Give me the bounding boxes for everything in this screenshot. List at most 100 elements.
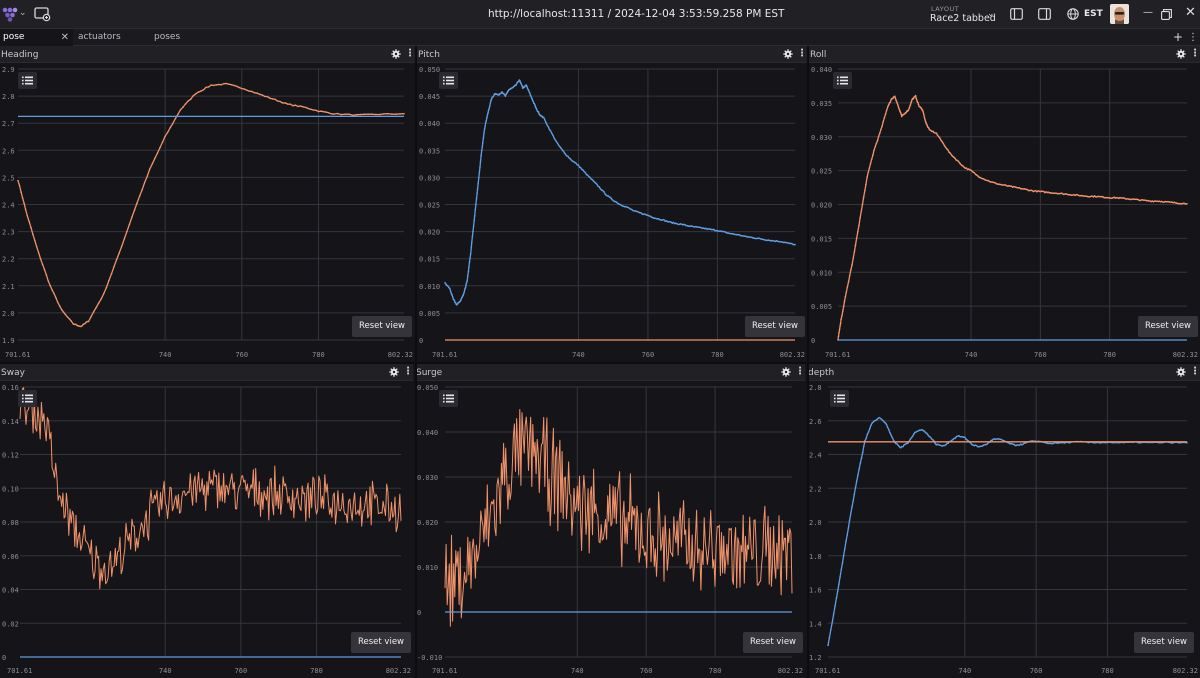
y-tick-label: 2.1: [2, 283, 15, 291]
reset-view-button[interactable]: Reset view: [351, 632, 411, 653]
globe-icon[interactable]: [1067, 8, 1079, 20]
data-point: [187, 100, 189, 102]
data-point: [996, 183, 999, 185]
open-data-source-icon[interactable]: [34, 6, 51, 22]
data-point: [110, 273, 113, 275]
settings-gear-icon[interactable]: [781, 367, 791, 377]
data-point: [1051, 192, 1053, 194]
data-point: [721, 230, 723, 233]
data-point: [200, 90, 202, 92]
data-point: [962, 165, 964, 167]
data-point: [166, 131, 169, 134]
tab-pose[interactable]: pose ✕: [0, 29, 73, 46]
data-point: [1140, 199, 1142, 202]
data-point: [891, 436, 894, 439]
data-point: [1145, 200, 1148, 202]
legend-list-icon[interactable]: [439, 390, 458, 407]
data-point: [1173, 201, 1176, 204]
data-point: [910, 101, 912, 104]
data-source-title[interactable]: http://localhost:11311 / 2024-12-04 3:53…: [488, 8, 785, 20]
data-point: [547, 125, 550, 128]
tab-options-kebab-icon[interactable]: ⋮: [1188, 32, 1198, 43]
data-point: [937, 443, 940, 446]
reset-view-button[interactable]: Reset view: [352, 316, 412, 337]
reset-view-button[interactable]: Reset view: [1134, 632, 1194, 653]
plot-chart[interactable]: 0 0.02 0.04 0.06 0.08 0.10 0.12 0.14 0.16 701.61 7…: [0, 364, 413, 678]
right-sidebar-toggle-icon[interactable]: [1038, 8, 1051, 20]
data-point: [873, 149, 875, 151]
data-point: [922, 111, 924, 113]
data-point: [205, 86, 207, 89]
data-point: [480, 154, 482, 157]
window-close-icon[interactable]: ✕: [1185, 5, 1196, 20]
plot-chart[interactable]: 0 0.005 0.010 0.015 0.020 0.025 0.030 0.035 0.04…: [809, 46, 1200, 362]
add-tab-icon[interactable]: +: [1173, 30, 1184, 44]
data-point: [858, 224, 860, 227]
x-tick-label: 780: [1103, 351, 1116, 359]
plot-chart[interactable]: 1.2 1.4 1.6 1.8 2.0 2.2 2.4 2.6 2.8 701.61 740 760 7…: [807, 364, 1200, 678]
data-point: [890, 99, 892, 102]
y-tick-label: 0.010: [419, 283, 440, 291]
settings-gear-icon[interactable]: [389, 367, 399, 377]
plot-chart[interactable]: 1.9 2.0 2.1 2.2 2.3 2.4 2.5 2.6 2.7 2.8 2.9 701.61 7…: [0, 46, 415, 362]
panel-divider[interactable]: [0, 362, 1200, 364]
data-point: [859, 217, 861, 219]
panel-menu-kebab-icon[interactable]: ⋮: [1190, 366, 1200, 377]
reset-view-button[interactable]: Reset view: [745, 316, 805, 337]
settings-gear-icon[interactable]: [391, 49, 401, 59]
reset-view-button[interactable]: Reset view: [1138, 316, 1198, 337]
data-point: [77, 325, 80, 327]
data-point: [1011, 443, 1014, 445]
window-restore-icon[interactable]: [1161, 9, 1172, 20]
data-point: [734, 233, 736, 236]
y-tick-label: 2.2: [2, 256, 15, 264]
data-point: [1012, 443, 1015, 446]
data-point: [1063, 193, 1066, 195]
layout-chevron-down-icon[interactable]: ⌄: [987, 9, 995, 19]
close-tab-icon[interactable]: ✕: [60, 32, 69, 43]
x-tick-label: 760: [235, 351, 248, 359]
data-point: [344, 113, 347, 115]
panel-menu-kebab-icon[interactable]: ⋮: [403, 366, 413, 377]
plot-chart[interactable]: 0 0.005 0.010 0.015 0.020 0.025 0.030 0.035 0.04…: [417, 46, 807, 362]
legend-list-icon[interactable]: [18, 390, 37, 407]
data-point: [586, 174, 589, 176]
data-point: [844, 295, 847, 298]
data-point: [879, 132, 881, 134]
data-point: [1022, 443, 1024, 445]
plot-chart[interactable]: -0.010 0 0.010 0.020 0.030 0.040 0.050 701.61 74…: [415, 364, 805, 678]
app-logo-icon[interactable]: [2, 7, 18, 22]
panel-menu-kebab-icon[interactable]: ⋮: [795, 366, 805, 377]
timezone-label[interactable]: EST: [1084, 9, 1103, 19]
tab-actuators[interactable]: actuators: [75, 29, 148, 46]
panel-menu-kebab-icon[interactable]: ⋮: [797, 48, 807, 59]
left-sidebar-toggle-icon[interactable]: [1010, 8, 1023, 20]
data-point: [841, 314, 843, 317]
legend-list-icon[interactable]: [833, 72, 852, 89]
data-point: [979, 445, 982, 448]
data-point: [935, 132, 938, 134]
settings-gear-icon[interactable]: [1176, 49, 1186, 59]
settings-gear-icon[interactable]: [783, 49, 793, 59]
data-point: [566, 155, 568, 157]
legend-list-icon[interactable]: [18, 72, 37, 89]
legend-list-icon[interactable]: [439, 72, 458, 89]
app-menu-chevron-icon[interactable]: ⌄: [19, 8, 27, 18]
panel-menu-kebab-icon[interactable]: ⋮: [405, 48, 415, 59]
reset-view-button[interactable]: Reset view: [743, 632, 803, 653]
y-tick-label: 0.005: [811, 303, 832, 311]
settings-gear-icon[interactable]: [1176, 367, 1186, 377]
y-tick-label: 0.02: [2, 620, 19, 628]
user-avatar[interactable]: [1110, 4, 1129, 24]
panel-menu-kebab-icon[interactable]: ⋮: [1190, 48, 1200, 59]
data-point: [845, 540, 847, 542]
data-point: [225, 82, 228, 85]
data-point: [960, 435, 963, 438]
legend-list-icon[interactable]: [830, 390, 849, 407]
tab-poses[interactable]: poses: [151, 29, 224, 46]
window-minimize-icon[interactable]: —: [1143, 7, 1153, 18]
plot-panel-pitch: Pitch ⋮ 0 0.005 0.010 0.015 0.020 0.025 0.030 0…: [417, 46, 807, 362]
data-point: [854, 244, 857, 246]
data-point: [1085, 195, 1088, 198]
layout-selector[interactable]: Race2 tabbed: [930, 13, 996, 24]
